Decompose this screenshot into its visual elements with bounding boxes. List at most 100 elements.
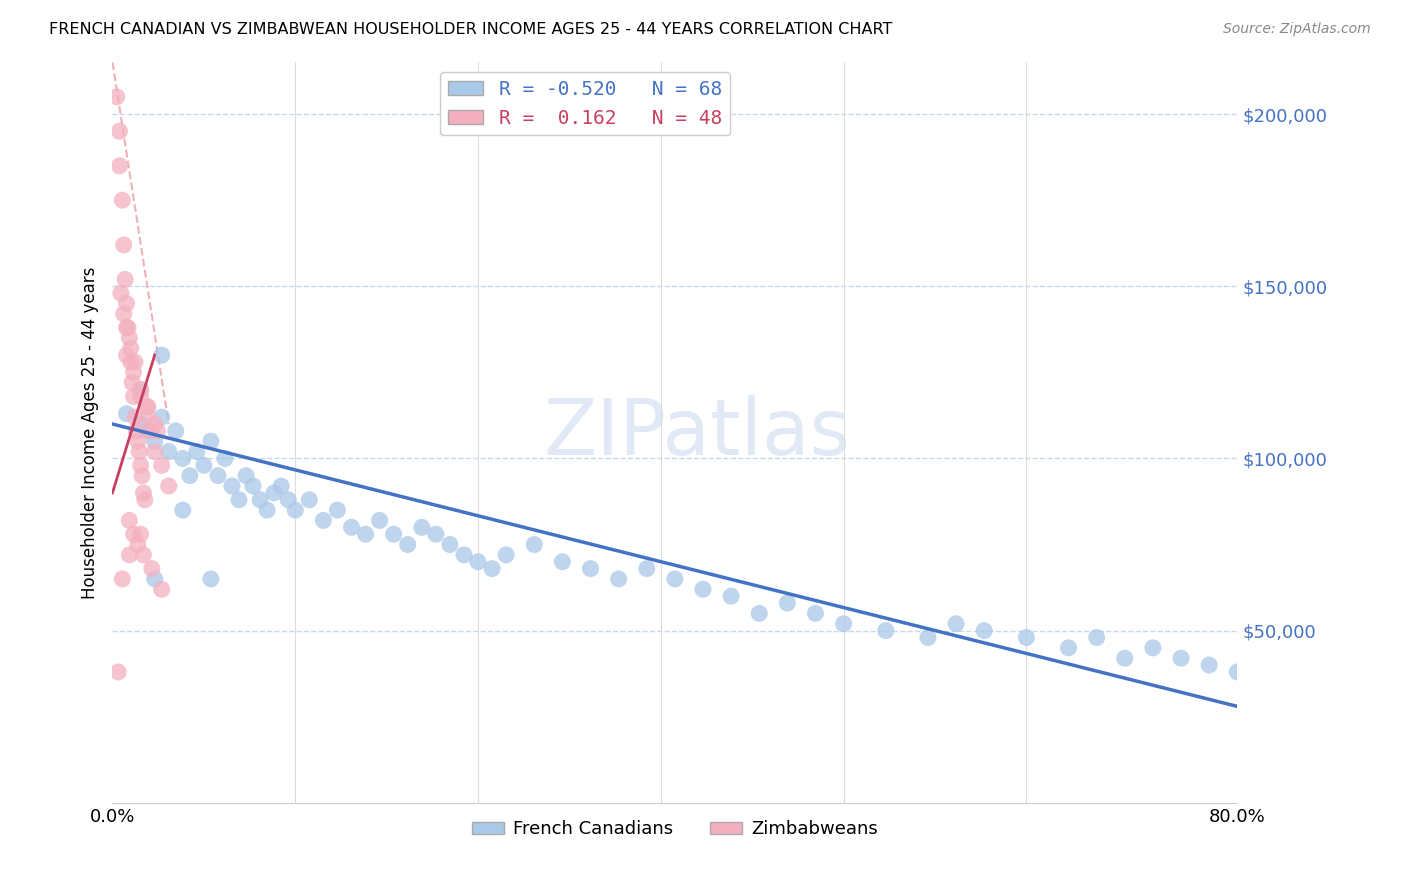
Point bbox=[115, 348, 138, 362]
Point bbox=[129, 383, 152, 397]
Point bbox=[124, 355, 146, 369]
Point bbox=[1142, 640, 1164, 655]
Point bbox=[228, 492, 250, 507]
Point bbox=[664, 572, 686, 586]
Point bbox=[263, 486, 285, 500]
Point bbox=[467, 555, 489, 569]
Point bbox=[118, 513, 141, 527]
Point bbox=[1226, 665, 1249, 679]
Point bbox=[298, 492, 321, 507]
Point bbox=[326, 503, 349, 517]
Point bbox=[122, 365, 145, 379]
Point bbox=[157, 444, 180, 458]
Point bbox=[235, 468, 257, 483]
Point bbox=[122, 389, 145, 403]
Point bbox=[382, 527, 405, 541]
Point bbox=[127, 537, 149, 551]
Point bbox=[396, 537, 419, 551]
Point bbox=[139, 424, 162, 438]
Point bbox=[132, 486, 155, 500]
Point bbox=[1198, 658, 1220, 673]
Point bbox=[256, 503, 278, 517]
Point bbox=[143, 417, 166, 431]
Point bbox=[172, 503, 194, 517]
Point bbox=[127, 434, 149, 449]
Point bbox=[115, 407, 138, 421]
Point bbox=[340, 520, 363, 534]
Point bbox=[277, 492, 299, 507]
Point bbox=[118, 548, 141, 562]
Point bbox=[439, 537, 461, 551]
Point bbox=[129, 417, 152, 431]
Point bbox=[495, 548, 517, 562]
Point bbox=[150, 458, 173, 473]
Point bbox=[776, 596, 799, 610]
Point bbox=[150, 582, 173, 597]
Point bbox=[368, 513, 391, 527]
Point bbox=[129, 383, 152, 397]
Point bbox=[200, 572, 222, 586]
Point bbox=[214, 451, 236, 466]
Point bbox=[636, 561, 658, 575]
Point bbox=[114, 272, 136, 286]
Point bbox=[579, 561, 602, 575]
Point bbox=[111, 572, 134, 586]
Point bbox=[143, 444, 166, 458]
Text: FRENCH CANADIAN VS ZIMBABWEAN HOUSEHOLDER INCOME AGES 25 - 44 YEARS CORRELATION : FRENCH CANADIAN VS ZIMBABWEAN HOUSEHOLDE… bbox=[49, 22, 893, 37]
Point bbox=[150, 410, 173, 425]
Point bbox=[186, 444, 208, 458]
Point bbox=[125, 424, 148, 438]
Point bbox=[284, 503, 307, 517]
Point bbox=[136, 400, 159, 414]
Point bbox=[131, 468, 153, 483]
Point bbox=[115, 296, 138, 310]
Point bbox=[179, 468, 201, 483]
Point bbox=[115, 320, 138, 334]
Point bbox=[136, 424, 159, 438]
Point bbox=[172, 451, 194, 466]
Point bbox=[425, 527, 447, 541]
Point bbox=[121, 376, 143, 390]
Point bbox=[1114, 651, 1136, 665]
Point bbox=[945, 616, 967, 631]
Point bbox=[249, 492, 271, 507]
Point bbox=[692, 582, 714, 597]
Point bbox=[1085, 631, 1108, 645]
Point bbox=[107, 665, 129, 679]
Point bbox=[551, 555, 574, 569]
Point bbox=[105, 90, 128, 104]
Point bbox=[221, 479, 243, 493]
Y-axis label: Householder Income Ages 25 - 44 years: Householder Income Ages 25 - 44 years bbox=[80, 267, 98, 599]
Point bbox=[157, 479, 180, 493]
Point bbox=[110, 286, 132, 301]
Point bbox=[875, 624, 897, 638]
Point bbox=[108, 159, 131, 173]
Point bbox=[193, 458, 215, 473]
Point bbox=[146, 424, 169, 438]
Point bbox=[118, 331, 141, 345]
Point bbox=[111, 193, 134, 207]
Point bbox=[720, 589, 742, 603]
Point bbox=[523, 537, 546, 551]
Point bbox=[1015, 631, 1038, 645]
Point bbox=[917, 631, 939, 645]
Point bbox=[270, 479, 292, 493]
Point bbox=[804, 607, 827, 621]
Point bbox=[120, 355, 142, 369]
Point bbox=[165, 424, 187, 438]
Point bbox=[607, 572, 630, 586]
Point bbox=[112, 238, 135, 252]
Point bbox=[242, 479, 264, 493]
Point bbox=[136, 400, 159, 414]
Point bbox=[411, 520, 433, 534]
Point bbox=[1170, 651, 1192, 665]
Point bbox=[129, 389, 152, 403]
Point bbox=[129, 458, 152, 473]
Point bbox=[312, 513, 335, 527]
Point bbox=[129, 527, 152, 541]
Point bbox=[453, 548, 475, 562]
Point bbox=[200, 434, 222, 449]
Point bbox=[134, 492, 156, 507]
Point bbox=[120, 341, 142, 355]
Point bbox=[354, 527, 377, 541]
